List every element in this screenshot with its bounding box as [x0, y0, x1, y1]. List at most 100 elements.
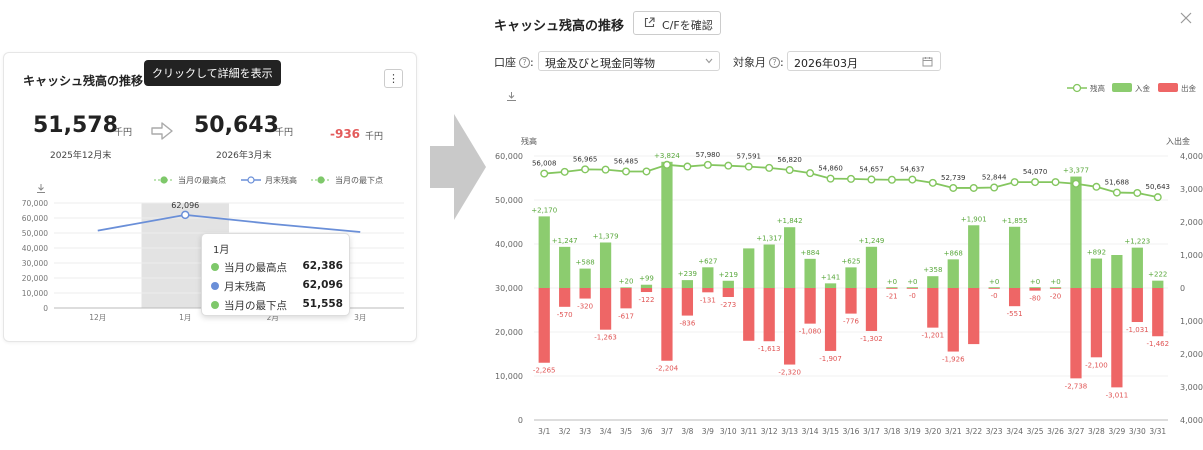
inflow-bar [947, 259, 959, 288]
inflow-bar [640, 284, 653, 288]
cf-confirm-button[interactable]: C/Fを確認 [633, 11, 721, 35]
x-tick-label: 3/30 [1129, 427, 1146, 436]
inflow-label: +868 [944, 249, 963, 257]
balance-point [581, 165, 590, 174]
detail-chart-area[interactable]: 残高 入金 出金 残高 入出金 0 10,000 20,000 30,000 40,000 50,0… [490, 78, 1203, 450]
inflow-bar [722, 280, 734, 288]
inflow-label: +0 [989, 278, 999, 286]
balance-point [642, 167, 651, 176]
outflow-bar [886, 288, 898, 289]
help-icon[interactable]: ? [519, 57, 530, 68]
outflow-label: -20 [1050, 293, 1061, 301]
balance-point [560, 167, 569, 176]
inflow-bar [784, 227, 796, 288]
outflow-bar [743, 288, 755, 341]
x-tick-label: 3/26 [1047, 427, 1064, 436]
balance-point-label: 57,980 [696, 151, 721, 159]
inflow-label: +3,824 [654, 152, 680, 160]
balance-point-label: 56,008 [532, 160, 557, 168]
balance-point [990, 183, 999, 192]
inflow-bar [599, 242, 612, 288]
inflow-label: +0 [1050, 278, 1060, 286]
legend-marker-icon [160, 176, 168, 184]
inflow-label: +239 [678, 270, 697, 278]
inflow-bar [1008, 226, 1021, 288]
y-tick-label: 40,000 [22, 244, 48, 253]
legend-label: 入金 [1135, 83, 1151, 93]
inflow-label: +1,317 [756, 235, 782, 243]
x-tick-label: 2月 [267, 313, 279, 322]
end-balance-date: 2026年3月末 [216, 151, 272, 161]
y-tick-label: 70,000 [22, 199, 48, 208]
y-tick-label: 60,000 [22, 214, 48, 223]
close-icon[interactable] [1180, 12, 1192, 24]
balance-point-label: 54,637 [900, 166, 925, 174]
inflow-label: +20 [619, 277, 634, 285]
balance-point [1133, 188, 1142, 197]
x-tick-label: 3/13 [781, 427, 798, 436]
balance-point [969, 183, 978, 192]
outflow-label: -617 [618, 312, 634, 320]
inflow-label: +2,170 [531, 206, 557, 214]
outflow-label: -320 [577, 303, 593, 311]
legend-label: 当月の最高点 [178, 175, 226, 185]
balance-point [867, 175, 876, 184]
inflow-label: +141 [821, 273, 840, 281]
outflow-label: -1,080 [799, 328, 822, 336]
outflow-label: -0 [909, 292, 916, 300]
inflow-label: +1,855 [1002, 217, 1028, 225]
month-picker[interactable]: 2026年03月 [787, 51, 941, 71]
inflow-bar [1152, 280, 1164, 288]
right-tick-label: 4,000 [1180, 152, 1203, 161]
outflow-bar [702, 288, 714, 293]
outflow-bar [661, 288, 673, 361]
balance-dot-icon [211, 282, 219, 290]
account-select[interactable]: 現金及びと現金同等物 [538, 51, 720, 71]
x-tick-label: 3/24 [1006, 427, 1023, 436]
end-balance-unit: 千円 [275, 128, 294, 138]
outflow-bar [988, 288, 1000, 289]
inflow-bar [559, 246, 571, 288]
right-tick-label: 4,000 [1180, 416, 1203, 425]
balance-point-label: 54,860 [818, 165, 843, 173]
legend-label: 当月の最下点 [335, 175, 383, 185]
outflow-label: -1,201 [922, 332, 945, 340]
end-balance-value: 50,643 [194, 113, 279, 138]
inflow-bar [906, 287, 918, 288]
inflow-bar [804, 258, 816, 288]
x-tick-label: 3/15 [822, 427, 839, 436]
x-tick-label: 3/4 [600, 427, 612, 436]
balance-point [601, 165, 610, 174]
balance-diff-unit: 千円 [365, 132, 384, 142]
inflow-label: +1,901 [961, 215, 987, 223]
outflow-bar [784, 288, 796, 365]
balance-point [1051, 178, 1060, 187]
help-icon[interactable]: ? [769, 57, 780, 68]
outflow-bar [947, 288, 959, 352]
outflow-bar [804, 288, 816, 324]
balance-point [1153, 193, 1162, 202]
tooltip-row-label: 月末残高 [224, 281, 266, 293]
left-tick-label: 30,000 [495, 284, 523, 293]
outflow-bar [538, 288, 550, 363]
outflow-bar [681, 288, 694, 316]
tooltip-row-low: 当月の最下点 51,558 [211, 297, 343, 313]
balance-point [949, 183, 958, 192]
balance-point-label: 52,844 [982, 173, 1007, 181]
x-tick-label: 3/28 [1088, 427, 1105, 436]
x-tick-label: 3/12 [761, 427, 778, 436]
x-tick-label: 3/7 [661, 427, 673, 436]
balance-point [662, 160, 671, 169]
outflow-bar [620, 288, 632, 309]
inflow-bar [763, 244, 775, 288]
card-menu-button[interactable]: ⋮ [384, 69, 403, 88]
balance-point [1112, 188, 1121, 197]
outflow-bar [845, 288, 857, 314]
month-detail-tooltip: 1月 当月の最高点 62,386 月末残高 62,096 当月の最下点 51,5… [201, 233, 350, 316]
account-label-text: 口座 [494, 56, 516, 69]
start-balance-date: 2025年12月末 [50, 151, 112, 161]
inflow-bar [681, 280, 694, 288]
download-icon[interactable] [506, 91, 517, 102]
balance-point [785, 165, 794, 174]
